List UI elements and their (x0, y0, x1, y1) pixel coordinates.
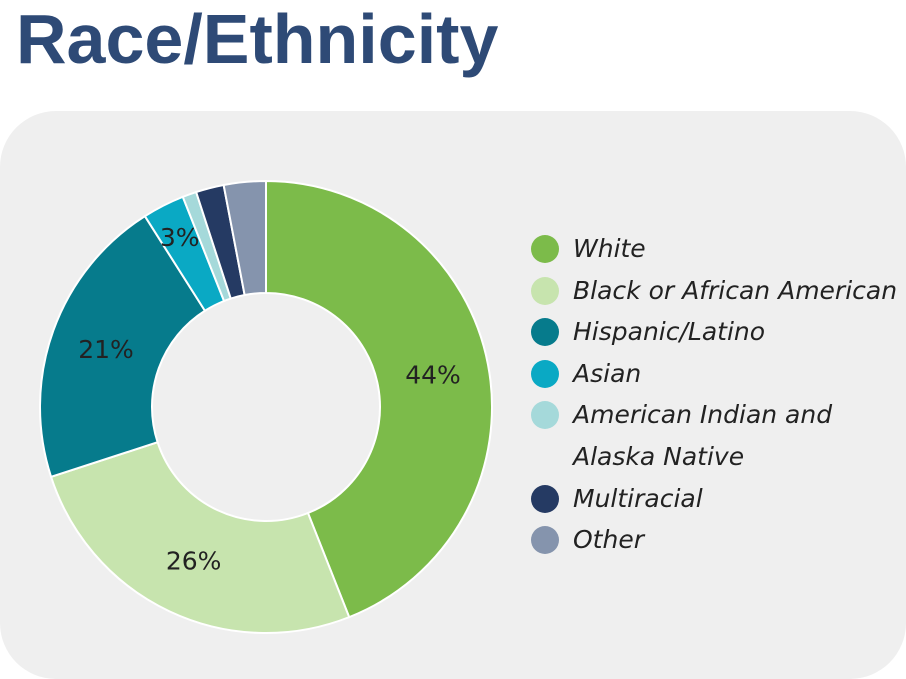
slice-white (265, 179, 493, 619)
legend-item-other: Other (530, 519, 900, 561)
legend-item-multiracial: Multiracial (530, 478, 900, 520)
legend-swatch (531, 484, 559, 513)
legend-swatch (531, 526, 559, 555)
slice-hispanic-latino (39, 214, 207, 479)
legend-item-black-or-african-american: Black or African American (530, 270, 900, 312)
slice-other (222, 179, 267, 297)
legend-swatch (531, 401, 559, 430)
legend-label: White (573, 234, 646, 263)
data-label-hispanic-latino: 21% (78, 335, 134, 364)
donut-chart: 44% 26% 21% 3% (39, 179, 493, 634)
legend-swatch (531, 235, 559, 263)
chart-legend: White Black or African American Hispanic/L… (530, 228, 900, 561)
page-title: Race/Ethnicity (16, 0, 499, 78)
legend-swatch (531, 318, 559, 347)
chart-panel: 44% 26% 21% 3% White Black or African Americ… (0, 111, 906, 679)
legend-swatch (531, 276, 559, 305)
legend-item-white: White (530, 228, 900, 270)
legend-swatch (531, 359, 559, 388)
data-label-black-or-african-american: 26% (166, 546, 222, 575)
legend-label: Black or African American (573, 275, 898, 305)
legend-item-american-indian-and-alaska-native: American Indian and Alaska Native (530, 394, 900, 477)
legend-label: Other (573, 525, 644, 555)
legend-label: Multiracial (573, 483, 703, 513)
legend-item-hispanic-latino: Hispanic/Latino (530, 311, 900, 353)
legend-label: Asian (573, 358, 642, 388)
data-label-asian: 3% (160, 223, 200, 252)
slice-black-or-african-american (49, 440, 351, 634)
legend-label: American Indian and Alaska Native (573, 400, 833, 471)
legend-item-asian: Asian (530, 353, 900, 395)
legend-label: Hispanic/Latino (573, 317, 766, 347)
data-label-white: 44% (405, 361, 461, 390)
